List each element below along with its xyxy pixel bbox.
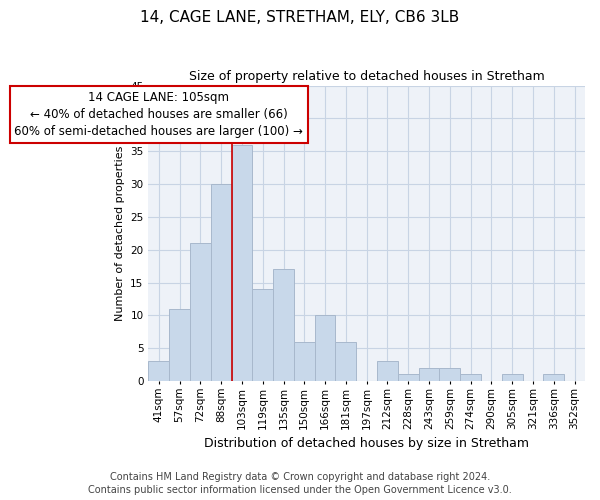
Bar xyxy=(273,270,294,381)
Bar xyxy=(502,374,523,381)
Bar xyxy=(211,184,232,381)
Bar xyxy=(169,309,190,381)
Bar xyxy=(398,374,419,381)
Bar xyxy=(232,144,253,381)
Bar xyxy=(460,374,481,381)
Text: 14, CAGE LANE, STRETHAM, ELY, CB6 3LB: 14, CAGE LANE, STRETHAM, ELY, CB6 3LB xyxy=(140,10,460,25)
Bar xyxy=(544,374,564,381)
Bar xyxy=(148,362,169,381)
Bar xyxy=(335,342,356,381)
Y-axis label: Number of detached properties: Number of detached properties xyxy=(115,146,125,321)
Title: Size of property relative to detached houses in Stretham: Size of property relative to detached ho… xyxy=(189,70,545,83)
Text: Contains HM Land Registry data © Crown copyright and database right 2024.
Contai: Contains HM Land Registry data © Crown c… xyxy=(88,472,512,495)
Bar xyxy=(294,342,315,381)
X-axis label: Distribution of detached houses by size in Stretham: Distribution of detached houses by size … xyxy=(204,437,529,450)
Bar xyxy=(377,362,398,381)
Bar xyxy=(419,368,439,381)
Text: 14 CAGE LANE: 105sqm
← 40% of detached houses are smaller (66)
60% of semi-detac: 14 CAGE LANE: 105sqm ← 40% of detached h… xyxy=(14,91,303,138)
Bar xyxy=(315,316,335,381)
Bar xyxy=(439,368,460,381)
Bar xyxy=(253,289,273,381)
Bar xyxy=(190,243,211,381)
